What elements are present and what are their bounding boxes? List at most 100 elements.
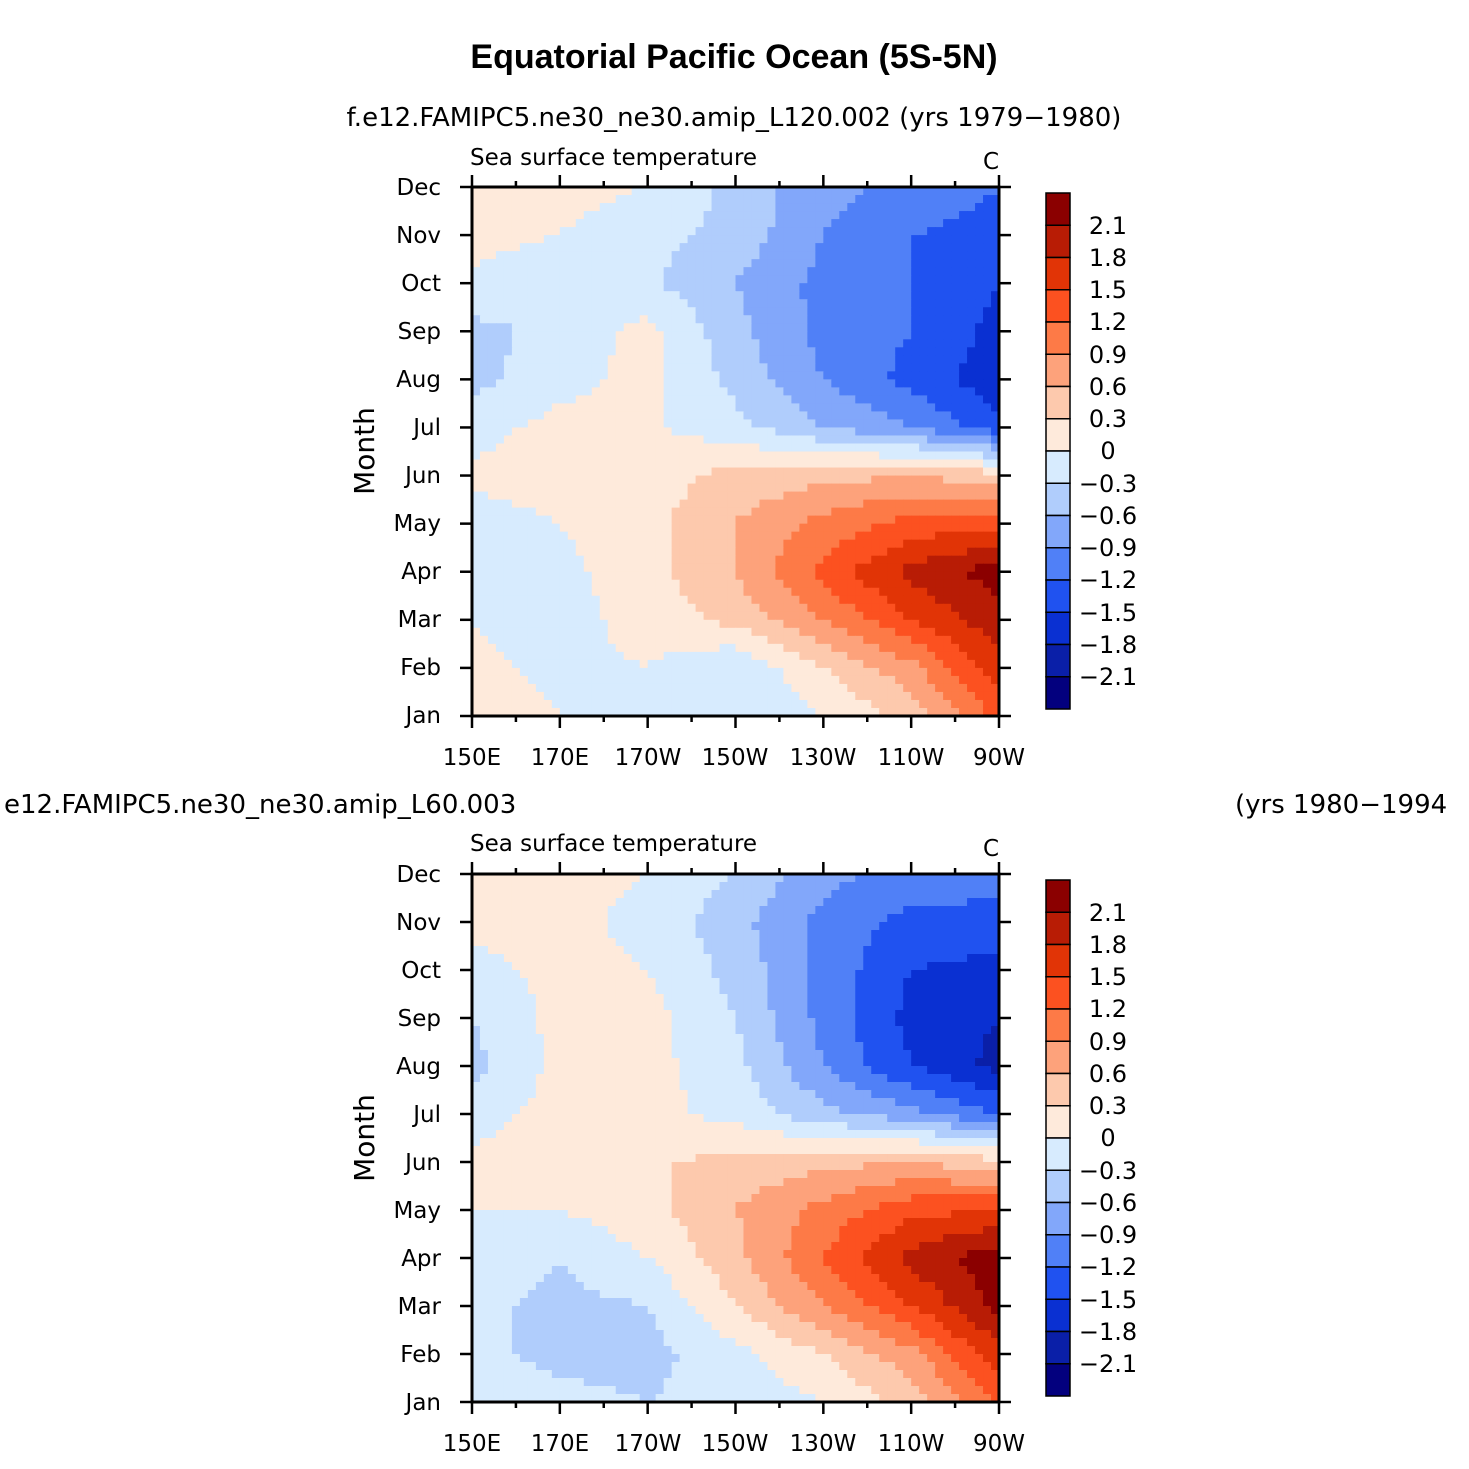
heat-cell: [679, 227, 689, 236]
heat-cell: [472, 323, 481, 332]
heat-cell: [503, 259, 513, 268]
heat-cell: [663, 419, 673, 429]
heat-cell: [647, 890, 657, 899]
heat-cell: [895, 699, 904, 709]
heat-cell: [472, 667, 481, 677]
heat-cell: [895, 914, 904, 923]
heat-cell: [759, 675, 769, 685]
heat-cell: [839, 411, 848, 421]
heat-cell: [551, 467, 561, 477]
heat-cell: [527, 259, 537, 268]
heat-cell: [591, 922, 601, 931]
heat-cell: [639, 267, 649, 276]
heat-cell: [983, 307, 992, 316]
heat-cell: [951, 579, 960, 589]
heat-cell: [799, 627, 808, 637]
heat-cell: [831, 699, 840, 709]
heat-cell: [903, 627, 912, 637]
heat-cell: [631, 219, 641, 228]
heat-cell: [943, 459, 952, 469]
heat-cell: [839, 699, 848, 709]
heat-cell: [911, 387, 920, 396]
heat-cell: [487, 443, 497, 453]
heat-cell: [559, 435, 569, 445]
heat-cell: [975, 699, 984, 709]
heat-cell: [535, 411, 545, 421]
heat-cell: [655, 283, 665, 292]
heat-cell: [663, 307, 673, 316]
heat-cell: [903, 922, 912, 931]
heat-cell: [647, 603, 657, 613]
heat-cell: [615, 323, 625, 332]
heat-cell: [727, 339, 737, 348]
heat-cell: [543, 499, 553, 509]
heat-cell: [663, 547, 673, 557]
heat-cell: [935, 379, 944, 388]
heat-cell: [511, 283, 521, 292]
heat-cell: [543, 699, 553, 709]
heat-cell: [815, 539, 824, 549]
heat-cell: [607, 251, 617, 260]
heat-cell: [743, 579, 753, 589]
heat-cell: [559, 195, 569, 204]
heat-cell: [975, 906, 984, 915]
heat-cell: [767, 571, 777, 581]
heat-cell: [919, 403, 928, 413]
heat-cell: [751, 331, 761, 340]
heat-cell: [727, 203, 737, 212]
heat-cell: [663, 635, 673, 645]
heat-cell: [543, 475, 553, 485]
heat-cell: [791, 483, 800, 493]
heat-cell: [519, 707, 529, 717]
heat-cell: [967, 890, 976, 899]
heat-cell: [759, 571, 769, 581]
heat-cell: [735, 307, 745, 316]
heat-cell: [503, 587, 513, 597]
heat-cell: [943, 930, 952, 939]
heat-cell: [551, 307, 561, 316]
heat-cell: [487, 906, 497, 915]
heat-cell: [503, 299, 513, 308]
heat-cell: [727, 643, 737, 653]
heat-cell: [871, 459, 880, 469]
heat-cell: [511, 611, 521, 621]
heat-cell: [919, 547, 928, 557]
heat-cell: [967, 235, 976, 244]
heat-cell: [631, 571, 641, 581]
heat-cell: [903, 635, 912, 645]
heat-cell: [655, 299, 665, 308]
heat-cell: [743, 667, 753, 677]
heat-cell: [575, 898, 585, 907]
heat-cell: [663, 347, 673, 356]
heat-cell: [823, 363, 832, 372]
heat-cell: [472, 195, 481, 204]
heat-cell: [551, 691, 561, 701]
heat-cell: [919, 459, 928, 469]
heat-cell: [871, 914, 880, 923]
heat-cell: [599, 507, 609, 517]
heat-cell: [551, 267, 561, 276]
heat-cell: [983, 651, 992, 661]
heat-cell: [895, 203, 904, 212]
heat-cell: [847, 251, 856, 260]
colorbar-box: [1045, 256, 1071, 291]
heat-cell: [575, 922, 585, 931]
heat-cell: [472, 619, 481, 629]
heat-cell: [823, 627, 832, 637]
heat-cell: [879, 619, 888, 629]
heat-cell: [695, 451, 705, 461]
heat-cell: [807, 571, 816, 581]
heat-cell: [535, 675, 545, 685]
heat-cell: [903, 515, 912, 525]
heat-cell: [623, 539, 633, 549]
heat-cell: [479, 874, 489, 883]
heat-cell: [527, 251, 537, 260]
heat-cell: [591, 635, 601, 645]
heat-cell: [679, 914, 689, 923]
heat-cell: [703, 403, 713, 413]
heat-cell: [855, 571, 864, 581]
heat-cell: [879, 483, 888, 493]
heat-cell: [687, 235, 697, 244]
heat-cell: [559, 275, 569, 284]
heat-cell: [791, 579, 800, 589]
